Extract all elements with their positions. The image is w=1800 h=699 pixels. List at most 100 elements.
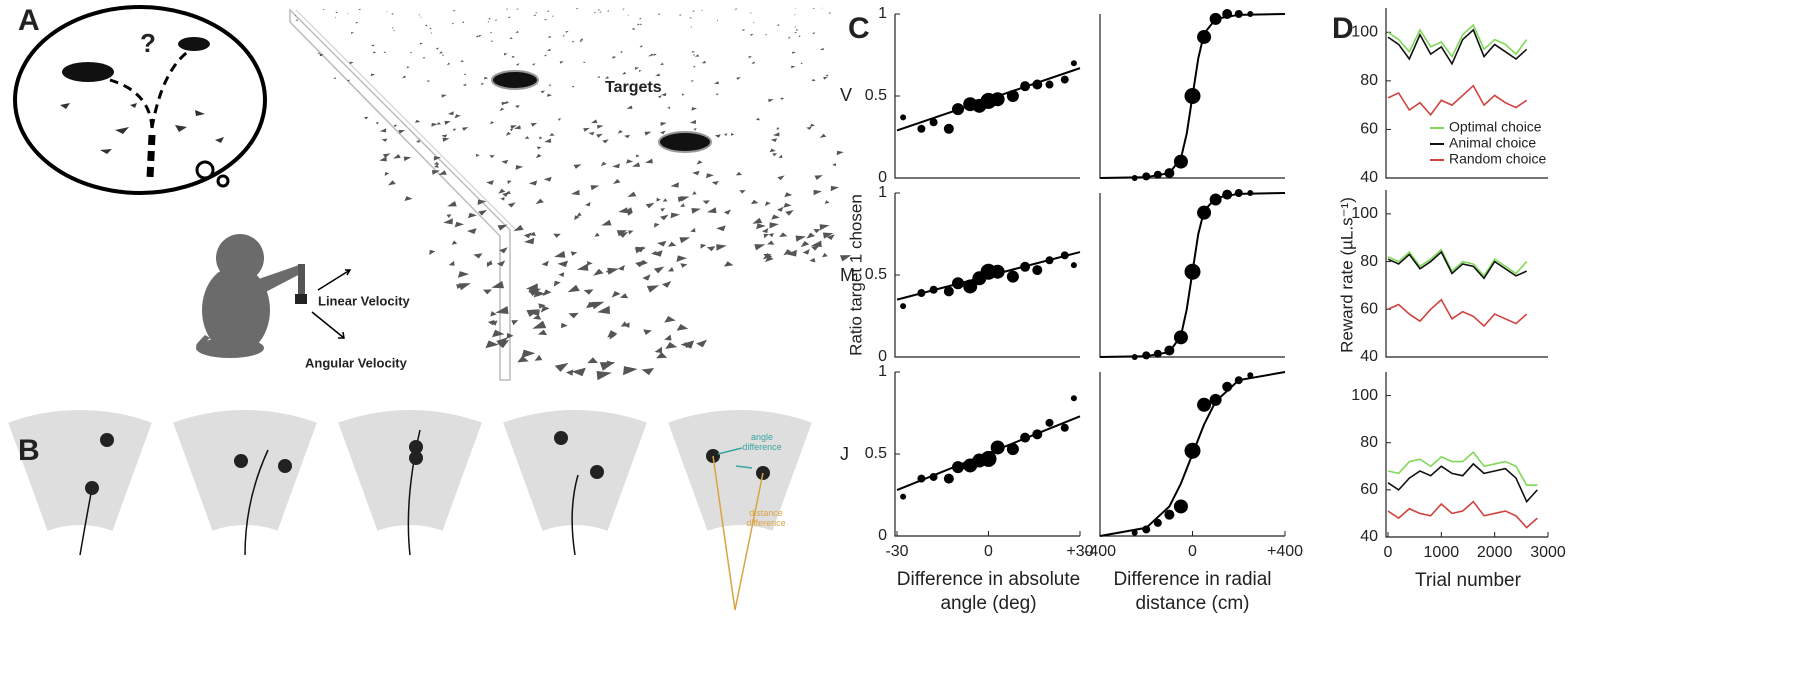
flow-triangle: [570, 189, 580, 196]
flow-triangle: [593, 268, 604, 276]
flow-triangle: [597, 125, 604, 129]
flow-triangle: [753, 22, 755, 24]
flow-triangle: [576, 8, 579, 10]
flow-triangle: [590, 119, 598, 124]
flow-triangle: [486, 260, 493, 265]
flow-triangle: [693, 54, 695, 56]
flow-triangle: [498, 188, 506, 194]
flow-triangle: [442, 137, 450, 142]
data-point: [917, 124, 926, 133]
data-point: [990, 264, 1005, 279]
flow-triangle: [628, 230, 634, 235]
data-point: [1247, 372, 1254, 379]
flow-triangle: [508, 16, 511, 19]
data-point: [1006, 443, 1019, 456]
flow-triangle: [505, 131, 512, 136]
flow-triangle: [587, 261, 593, 266]
flow-triangle: [372, 51, 377, 54]
series-line: [1387, 500, 1538, 529]
flow-triangle: [634, 246, 645, 253]
flow-triangle: [526, 309, 540, 317]
flow-triangle: [409, 51, 412, 54]
flow-triangle: [822, 252, 828, 258]
data-point: [952, 461, 964, 474]
flow-triangle: [716, 244, 727, 251]
y-tick-label: 60: [1360, 481, 1378, 498]
flow-triangle: [764, 33, 767, 36]
flow-triangle: [693, 128, 697, 131]
flow-triangle: [573, 164, 582, 169]
angle-difference-label: angle difference: [742, 432, 782, 452]
flow-triangle: [658, 13, 661, 16]
data-point: [1032, 79, 1043, 90]
flow-triangle: [538, 136, 543, 140]
y-tick-label: 100: [1351, 24, 1378, 41]
data-point: [1209, 393, 1222, 406]
flow-triangle: [583, 127, 590, 132]
sector: [503, 410, 647, 531]
flow-triangle: [682, 93, 685, 96]
flow-triangle: [516, 63, 520, 66]
flow-triangle: [454, 115, 458, 118]
arrow: [317, 269, 352, 291]
flow-triangle: [784, 192, 793, 198]
distance-difference-label: distance difference: [746, 508, 786, 528]
flow-triangle: [597, 75, 600, 78]
flow-triangle: [379, 156, 387, 162]
flow-triangle: [830, 185, 839, 192]
flow-triangle: [507, 180, 512, 185]
flow-triangle: [755, 117, 760, 121]
flow-triangle: [547, 35, 551, 38]
flow-triangle: [379, 128, 387, 133]
flow-triangle: [794, 14, 796, 16]
data-point: [1060, 423, 1069, 432]
screen-slab: [295, 9, 517, 231]
illustration: ? Targets Linear Velocity Angular Veloci…: [8, 4, 1354, 611]
flow-triangle: [515, 165, 524, 170]
flow-triangle: [795, 29, 799, 31]
flow-triangle: [594, 12, 597, 14]
flow-triangle: [751, 61, 756, 64]
flow-triangle: [660, 214, 669, 221]
path-choice: [146, 134, 156, 179]
flow-triangle: [612, 56, 617, 59]
flow-triangle: [795, 235, 806, 242]
flow-triangle: [588, 131, 595, 136]
y-tick-label: 80: [1360, 72, 1378, 89]
flow-triangle: [664, 334, 672, 341]
data-point: [1142, 172, 1151, 181]
data-point: [952, 103, 964, 116]
flow-triangle: [497, 224, 508, 231]
flow-triangle: [572, 85, 575, 88]
flow-triangle: [435, 47, 439, 50]
flow-triangle: [748, 56, 752, 59]
flow-triangle: [536, 146, 542, 150]
flow-triangle: [355, 21, 359, 24]
flow-triangle: [294, 15, 296, 17]
series-line: [1387, 298, 1528, 328]
targets-label: Targets: [605, 79, 662, 96]
data-point: [990, 92, 1005, 107]
flow-triangle: [579, 40, 583, 43]
flow-triangle: [653, 222, 660, 228]
flow-triangle: [363, 116, 369, 120]
target: [491, 70, 539, 90]
flow-triangle: [544, 54, 547, 57]
target-dot: [409, 451, 423, 465]
flow-triangle: [427, 80, 430, 83]
flow-triangle: [549, 133, 555, 136]
flow-triangle: [446, 214, 452, 218]
flow-triangle: [664, 316, 676, 323]
flow-triangle: [441, 94, 447, 98]
series-line: [1387, 84, 1528, 117]
flow-triangle: [538, 303, 546, 309]
flow-triangle: [840, 255, 852, 262]
flow-triangle: [554, 362, 569, 372]
flow-triangle: [670, 212, 680, 219]
flow-triangle: [532, 63, 536, 66]
question-mark: ?: [140, 28, 156, 58]
flow-triangle: [403, 156, 412, 162]
data-point: [1222, 189, 1233, 200]
screen-slab: [289, 8, 511, 381]
